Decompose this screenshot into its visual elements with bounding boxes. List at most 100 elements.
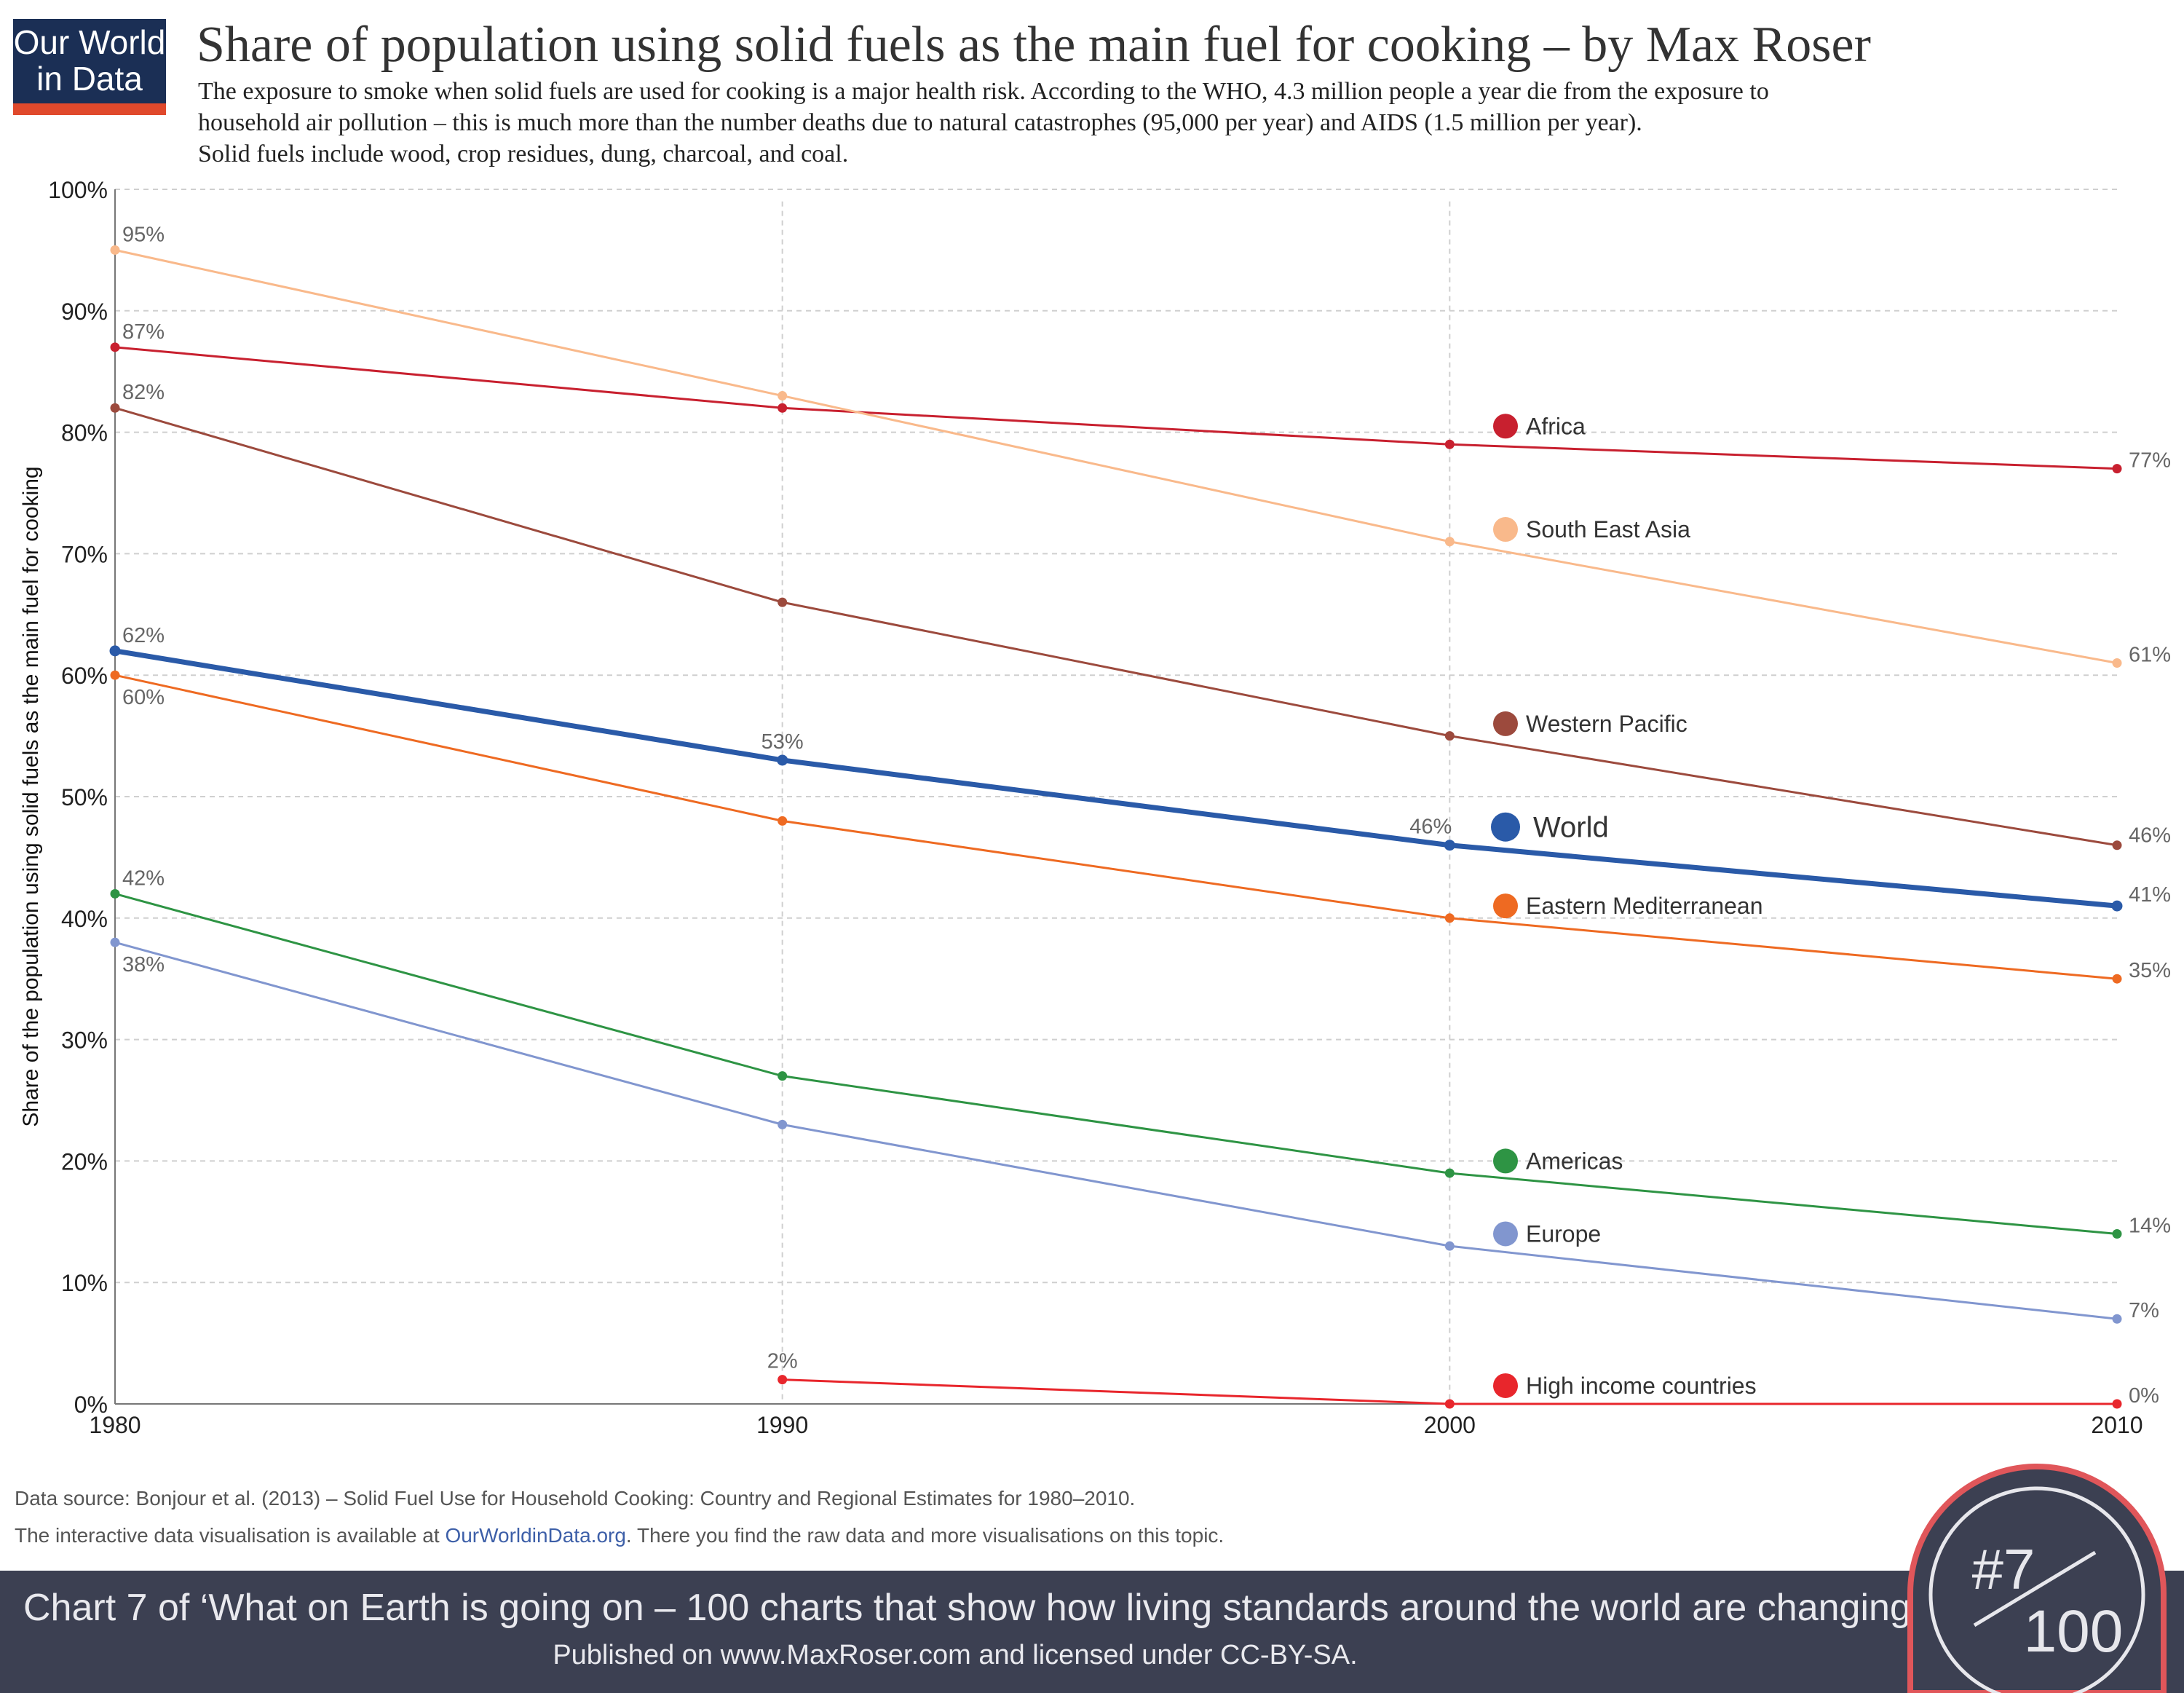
data-point-south-east-asia xyxy=(2112,658,2122,668)
data-label: 35% xyxy=(2129,959,2171,982)
chart-title: Share of population using solid fuels as… xyxy=(197,17,1871,73)
subtitle-line-2: household air pollution – this is much m… xyxy=(198,109,1642,136)
data-label: 60% xyxy=(122,686,165,709)
data-point-europe xyxy=(1444,1241,1455,1251)
data-point-south-east-asia xyxy=(110,245,120,255)
data-label: 7% xyxy=(2129,1299,2159,1322)
data-point-africa xyxy=(1444,439,1455,449)
y-tick-label: 90% xyxy=(61,299,108,325)
data-point-europe xyxy=(778,1119,788,1129)
legend-label-western-pacific: Western Pacific xyxy=(1526,711,1688,737)
note-suffix: . There you find the raw data and more v… xyxy=(625,1524,1224,1547)
data-label: 46% xyxy=(2129,824,2171,848)
data-point-africa xyxy=(778,403,788,413)
data-label: 38% xyxy=(122,953,165,976)
data-label: 95% xyxy=(122,223,165,246)
data-label: 82% xyxy=(122,381,165,404)
owid-link[interactable]: OurWorldinData.org xyxy=(445,1524,626,1547)
data-point-africa xyxy=(110,342,120,352)
y-tick-label: 30% xyxy=(61,1027,108,1054)
series-line-western-pacific xyxy=(114,406,2118,847)
data-point-world xyxy=(109,645,121,657)
data-label: 61% xyxy=(2129,644,2171,667)
data-point-world xyxy=(777,754,788,766)
data-label: 77% xyxy=(2129,449,2171,473)
data-point-south-east-asia xyxy=(778,391,788,401)
x-tick-label: 2010 xyxy=(2091,1412,2143,1438)
data-point-eastern-mediterranean xyxy=(1444,913,1455,923)
y-tick-label: 0% xyxy=(74,1392,108,1418)
legend-label-americas: Americas xyxy=(1526,1148,1623,1174)
y-tick-label: 100% xyxy=(48,177,108,203)
data-point-europe xyxy=(2112,1314,2122,1324)
data-point-eastern-mediterranean xyxy=(110,670,120,680)
series-line-europe xyxy=(114,941,2118,1320)
chart-subtitle: The exposure to smoke when solid fuels a… xyxy=(198,76,2164,170)
legend-marker-americas xyxy=(1493,1148,1518,1174)
y-tick-label: 10% xyxy=(61,1270,108,1296)
y-axis-title: Share of the population using solid fuel… xyxy=(19,466,43,1126)
footer-bar xyxy=(0,1571,2184,1693)
logo-line-2: in Data xyxy=(36,60,143,98)
data-point-high-income-countries xyxy=(778,1375,788,1385)
data-point-eastern-mediterranean xyxy=(2112,974,2122,984)
data-label: 46% xyxy=(1409,816,1452,839)
data-label: 62% xyxy=(122,624,165,647)
owid-logo: Our World in Data xyxy=(13,19,166,115)
data-point-europe xyxy=(110,937,120,947)
footer-line-1: Chart 7 of ‘What on Earth is going on – … xyxy=(23,1587,1930,1629)
data-label: 53% xyxy=(761,730,804,754)
data-point-eastern-mediterranean xyxy=(778,816,788,826)
series-line-eastern-mediterranean xyxy=(114,674,2118,980)
logo-line-1: Our World xyxy=(13,23,166,61)
y-tick-label: 50% xyxy=(61,784,108,810)
y-tick-label: 60% xyxy=(61,663,108,689)
legend-marker-europe xyxy=(1493,1221,1518,1247)
interactive-note: The interactive data visualisation is av… xyxy=(15,1524,1224,1547)
data-source-text: Data source: Bonjour et al. (2013) – Sol… xyxy=(15,1487,1136,1510)
legend-marker-world xyxy=(1491,812,1520,842)
footer-line-2: Published on www.MaxRoser.com and licens… xyxy=(553,1640,1358,1670)
x-tick-label: 2000 xyxy=(1424,1412,1476,1438)
y-tick-label: 80% xyxy=(61,420,108,446)
legend-label-eastern-mediterranean: Eastern Mediterranean xyxy=(1526,893,1763,919)
legend-marker-africa xyxy=(1493,414,1518,439)
data-point-americas xyxy=(2112,1228,2122,1239)
data-point-western-pacific xyxy=(1444,731,1455,741)
data-label: 41% xyxy=(2129,883,2171,907)
data-point-western-pacific xyxy=(110,403,120,413)
data-point-high-income-countries xyxy=(1444,1399,1455,1409)
subtitle-line-3: Solid fuels include wood, crop residues,… xyxy=(198,141,849,167)
series-line-africa xyxy=(114,346,2118,470)
y-tick-label: 70% xyxy=(61,541,108,567)
data-point-americas xyxy=(778,1071,788,1081)
data-label: 2% xyxy=(767,1350,798,1373)
data-point-high-income-countries xyxy=(2112,1399,2122,1409)
legend-marker-south-east-asia xyxy=(1493,517,1518,542)
data-point-americas xyxy=(1444,1168,1455,1178)
data-label: 0% xyxy=(2129,1384,2159,1408)
x-tick-label: 1980 xyxy=(89,1412,141,1438)
legend-label-south-east-asia: South East Asia xyxy=(1526,516,1690,542)
data-point-world xyxy=(2111,900,2123,912)
data-label: 42% xyxy=(122,867,165,890)
data-point-western-pacific xyxy=(2112,840,2122,851)
series-line-world xyxy=(114,648,2118,909)
y-tick-label: 20% xyxy=(61,1148,108,1175)
data-point-africa xyxy=(2112,464,2122,474)
legend-label-europe: Europe xyxy=(1526,1220,1601,1247)
series-line-south-east-asia xyxy=(114,248,2118,664)
data-point-world xyxy=(1444,840,1455,851)
note-prefix: The interactive data visualisation is av… xyxy=(15,1524,446,1547)
subtitle-line-1: The exposure to smoke when solid fuels a… xyxy=(198,78,1769,105)
x-tick-label: 1990 xyxy=(756,1412,808,1438)
series-line-americas xyxy=(114,892,2118,1235)
legend-marker-high-income-countries xyxy=(1493,1373,1518,1398)
data-point-americas xyxy=(110,888,120,899)
legend-marker-western-pacific xyxy=(1493,711,1518,736)
legend-label-africa: Africa xyxy=(1526,413,1586,439)
data-label: 14% xyxy=(2129,1214,2171,1237)
data-label: 87% xyxy=(122,320,165,344)
data-point-western-pacific xyxy=(778,597,788,607)
y-tick-label: 40% xyxy=(61,906,108,932)
